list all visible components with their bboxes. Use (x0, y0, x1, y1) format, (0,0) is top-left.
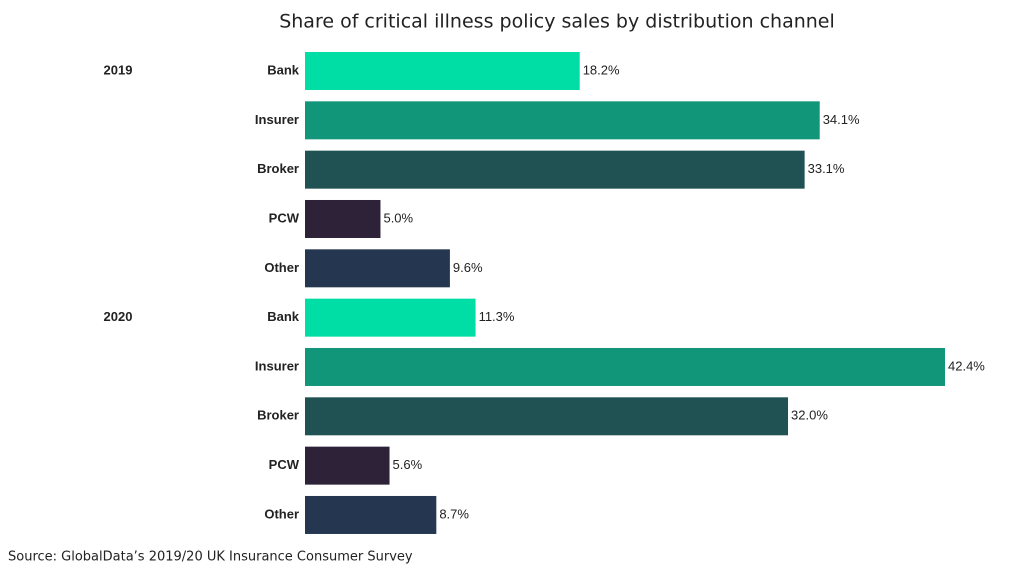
value-label: 5.6% (393, 457, 423, 472)
bar (305, 150, 805, 189)
value-label: 11.3% (479, 309, 515, 324)
bar (305, 52, 580, 90)
category-label: PCW (269, 210, 300, 225)
value-label: 33.1% (808, 161, 845, 176)
category-label: Broker (257, 408, 299, 423)
bar (305, 298, 476, 337)
bar (305, 347, 945, 386)
category-label: Other (264, 260, 299, 275)
value-label: 32.0% (791, 408, 828, 423)
category-label: Insurer (255, 112, 299, 127)
chart-title: Share of critical illness policy sales b… (279, 11, 835, 33)
category-label: Broker (257, 161, 299, 176)
bar (305, 101, 820, 140)
bar (305, 249, 450, 288)
value-label: 42.4% (948, 358, 985, 373)
bar (305, 199, 381, 238)
group-label: 2019 (104, 62, 133, 77)
value-label: 5.0% (383, 210, 413, 225)
category-label: Insurer (255, 358, 299, 373)
category-label: Bank (267, 309, 300, 324)
bar (305, 446, 390, 485)
category-label: Other (264, 506, 299, 521)
bar (305, 495, 437, 534)
group-label: 2020 (104, 309, 133, 324)
category-label: Bank (267, 62, 300, 77)
value-label: 9.6% (453, 260, 483, 275)
value-label: 18.2% (583, 62, 620, 77)
source-note: Source: GlobalData’s 2019/20 UK Insuranc… (8, 550, 413, 565)
bar (305, 397, 789, 436)
category-label: PCW (269, 457, 300, 472)
value-label: 8.7% (439, 506, 469, 521)
value-label: 34.1% (823, 112, 860, 127)
